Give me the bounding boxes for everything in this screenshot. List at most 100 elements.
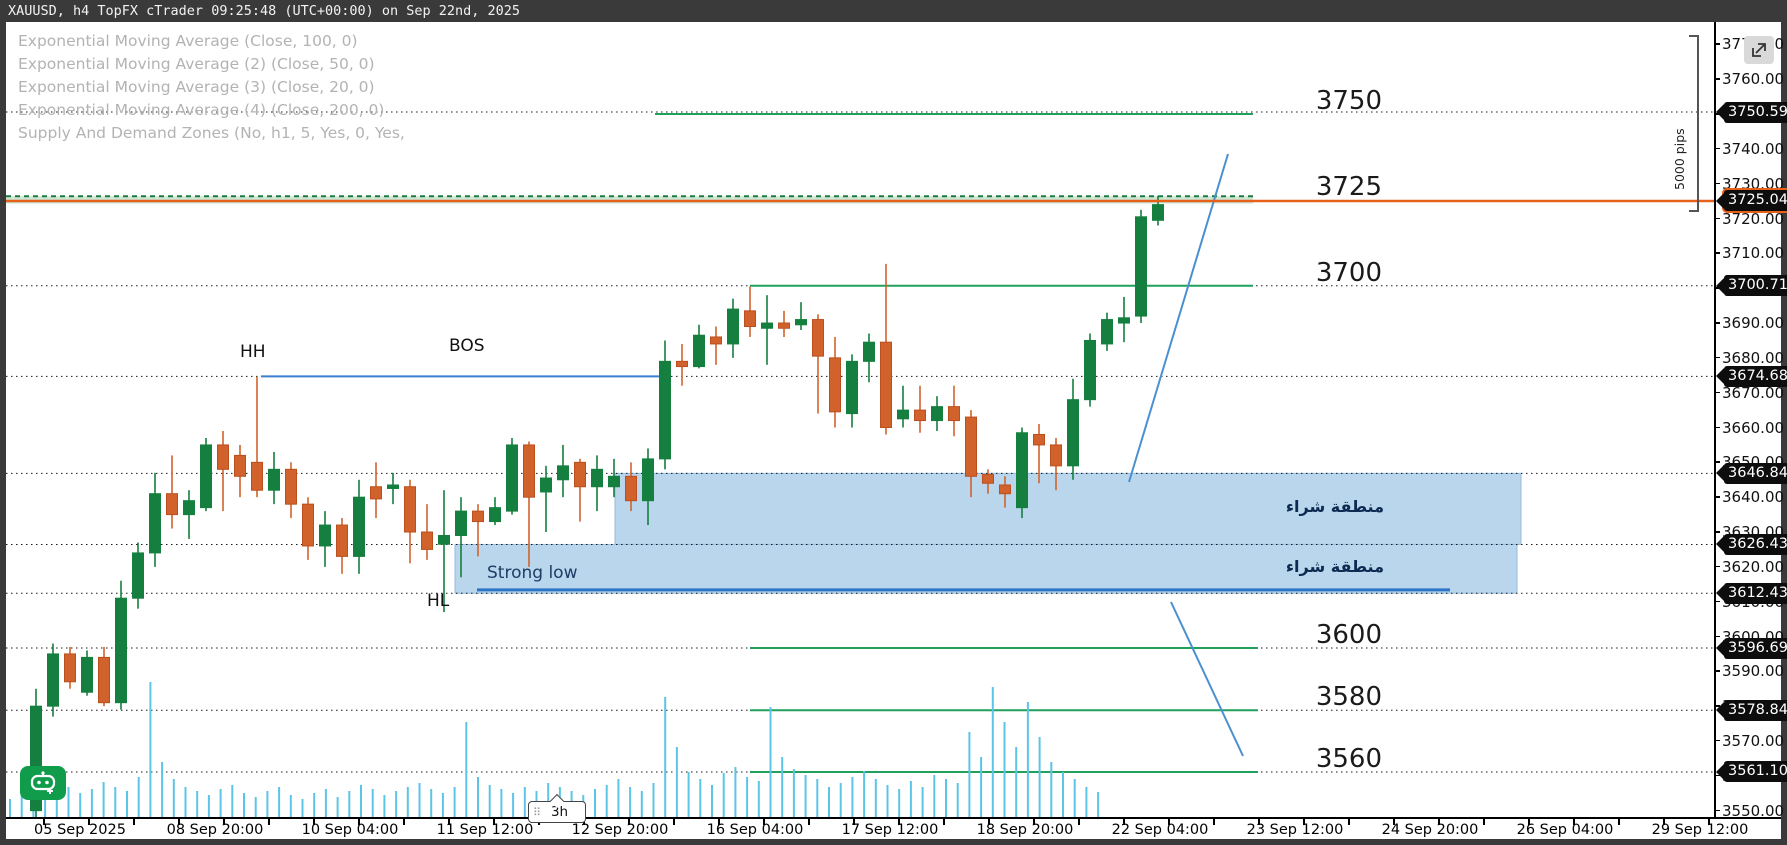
- time-tick: [1213, 819, 1215, 825]
- candle-body: [47, 653, 59, 707]
- candle-body: [829, 357, 841, 413]
- candle-body: [200, 444, 212, 509]
- time-tick: [673, 819, 675, 825]
- price-tick-label: 3620.00: [1715, 557, 1785, 576]
- candle-body: [1033, 433, 1045, 446]
- candle-body: [421, 531, 433, 550]
- candle-body: [863, 341, 875, 362]
- pips-ruler-cap-top: [1689, 35, 1699, 37]
- candle-body: [438, 534, 450, 545]
- candle-body: [761, 322, 773, 329]
- expand-button[interactable]: [1744, 36, 1774, 64]
- candlestick-chart[interactable]: [6, 22, 1714, 822]
- timeframe-value[interactable]: 3h: [550, 804, 569, 820]
- candle-body: [234, 454, 246, 477]
- candle-body: [1084, 339, 1096, 401]
- time-axis-label: 12 Sep 20:00: [571, 822, 669, 838]
- chart-plot[interactable]: [6, 22, 1714, 822]
- candle-body: [183, 500, 195, 516]
- time-tick: [268, 819, 270, 825]
- candle-body: [1135, 216, 1147, 317]
- price-tick-label: 3660.00: [1715, 418, 1785, 437]
- candle-body: [81, 656, 93, 693]
- time-tick: [808, 819, 810, 825]
- label-hh: HH: [240, 342, 266, 362]
- time-tick: [1348, 819, 1350, 825]
- candle-body: [302, 503, 314, 547]
- timeframe-control[interactable]: ⠿ 3h: [528, 793, 586, 823]
- big-price-label: 3750: [1315, 86, 1382, 116]
- candle-body: [982, 474, 994, 484]
- price-tick-label: 3640.00: [1715, 488, 1785, 507]
- bot-button[interactable]: [20, 766, 66, 800]
- candle-body: [98, 656, 110, 704]
- legend-ema-20[interactable]: Exponential Moving Average (3) (Close, 2…: [18, 78, 375, 96]
- legend-supply-demand[interactable]: Supply And Demand Zones (No, h1, 5, Yes,…: [18, 124, 405, 142]
- legend-ema-100[interactable]: Exponential Moving Average (Close, 100, …: [18, 32, 358, 50]
- time-axis-label: 29 Sep 12:00: [1651, 822, 1749, 838]
- candle-body: [251, 461, 263, 491]
- time-tick: [943, 819, 945, 825]
- drag-handle-icon[interactable]: ⠿: [533, 805, 541, 819]
- candle-body: [404, 486, 416, 533]
- price-tick-label: 3730.00: [1715, 174, 1785, 193]
- candle-body: [115, 597, 127, 704]
- candle-body: [319, 524, 331, 547]
- price-tick-label: 3720.00: [1715, 209, 1785, 228]
- chart-title: XAUUSD, h4 TopFX cTrader 09:25:48 (UTC+0…: [8, 3, 521, 19]
- time-tick: [493, 819, 495, 825]
- time-tick: [358, 819, 360, 825]
- price-tick-label: 3760.00: [1715, 70, 1785, 89]
- big-price-label: 3560: [1315, 744, 1382, 774]
- level-price-badge: 3626.43: [1716, 533, 1787, 555]
- time-axis-label: 08 Sep 20:00: [166, 822, 264, 838]
- price-axis[interactable]: 3770.003760.003750.003740.003730.003720.…: [1714, 22, 1787, 820]
- time-tick: [1078, 819, 1080, 825]
- candle-body: [1050, 444, 1062, 467]
- candle-body: [897, 409, 909, 420]
- price-tick-label: 3590.00: [1715, 662, 1785, 681]
- indicator-legend: Exponential Moving Average (Close, 100, …: [18, 30, 405, 145]
- legend-ema-50[interactable]: Exponential Moving Average (2) (Close, 5…: [18, 55, 375, 73]
- candle-body: [540, 477, 552, 493]
- projection-down: [1170, 601, 1244, 757]
- candle-body: [166, 493, 178, 516]
- level-price-badge: 3561.10: [1716, 761, 1787, 783]
- time-axis-label: 26 Sep 04:00: [1516, 822, 1614, 838]
- time-tick: [88, 819, 90, 825]
- candle-body: [676, 360, 688, 368]
- candle-body: [727, 308, 739, 345]
- candle-body: [931, 406, 943, 422]
- big-price-label: 3725: [1315, 172, 1382, 202]
- time-axis-label: 05 Sep 2025: [34, 822, 126, 838]
- candle-body: [642, 458, 654, 502]
- label-buy-zone-lower: منطقة شراء: [1285, 557, 1384, 576]
- time-tick: [853, 819, 855, 825]
- candle-body: [387, 484, 399, 489]
- pips-ruler-label: 5000 pips: [1672, 128, 1687, 190]
- level-price-badge: 3700.71: [1716, 275, 1787, 297]
- time-axis-label: 22 Sep 04:00: [1111, 822, 1209, 838]
- time-tick: [178, 819, 180, 825]
- time-axis-label: 23 Sep 12:00: [1246, 822, 1344, 838]
- level-price-badge: 3612.43: [1716, 582, 1787, 604]
- time-axis-label: 11 Sep 12:00: [436, 822, 534, 838]
- time-tick: [1258, 819, 1260, 825]
- candle-body: [370, 486, 382, 500]
- time-axis-label: 17 Sep 12:00: [841, 822, 939, 838]
- price-tick-label: 3550.00: [1715, 801, 1785, 820]
- time-tick: [1168, 819, 1170, 825]
- candle-body: [472, 510, 484, 523]
- time-tick: [313, 819, 315, 825]
- legend-ema-200[interactable]: Exponential Moving Average (4) (Close, 2…: [18, 101, 385, 119]
- candle-body: [880, 341, 892, 429]
- time-tick: [1573, 819, 1575, 825]
- pips-ruler-cap-bottom: [1689, 210, 1699, 212]
- price-tick-label: 3680.00: [1715, 348, 1785, 367]
- price-tick-label: 3740.00: [1715, 139, 1785, 158]
- time-tick: [1033, 819, 1035, 825]
- time-tick: [133, 819, 135, 825]
- buy-zone-upper: [614, 472, 1522, 545]
- candle-body: [506, 444, 518, 512]
- time-axis[interactable]: 05 Sep 2025 08 Sep 20:00 10 Sep 04:00 11 Se…: [6, 817, 1781, 839]
